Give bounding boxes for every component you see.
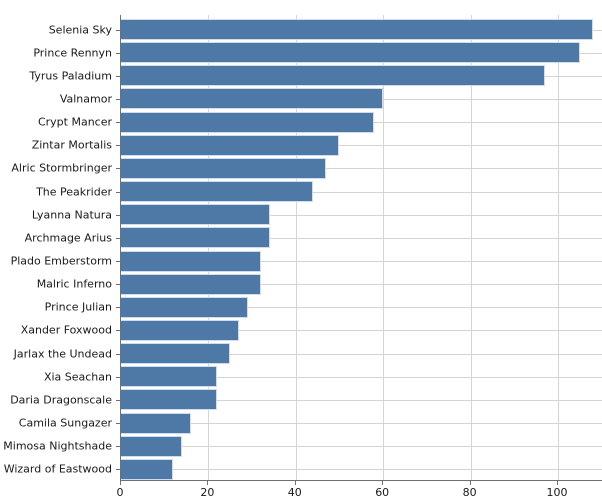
y-tick-label: Camila Sungazer xyxy=(18,416,112,430)
y-tick-label: Xia Seachan xyxy=(43,370,112,384)
x-tick-mark xyxy=(207,481,209,485)
y-tick-mark xyxy=(116,237,120,239)
y-tick-label: Lyanna Natura xyxy=(31,208,112,222)
y-gridline xyxy=(121,423,602,425)
y-tick-label: Xander Foxwood xyxy=(20,323,112,337)
bar-alric-stormbringer xyxy=(121,157,327,179)
bar-wizard-of-eastwood xyxy=(121,458,174,480)
y-tick-label: Malric Inferno xyxy=(36,277,112,291)
y-tick-label: Prince Rennyn xyxy=(33,46,112,60)
y-tick-label: Jarlax the Undead xyxy=(13,347,112,361)
bar-xia-seachan xyxy=(121,366,218,388)
x-gridline xyxy=(383,15,385,480)
x-tick-label: 0 xyxy=(116,486,124,499)
y-tick-label: Valnamor xyxy=(59,92,112,106)
x-tick-label: 100 xyxy=(546,486,568,499)
bar-prince-rennyn xyxy=(121,42,580,64)
x-tick-mark xyxy=(469,481,471,485)
y-gridline xyxy=(121,399,602,401)
y-tick-mark xyxy=(116,423,120,425)
y-tick-label: Archmage Arius xyxy=(24,231,112,245)
y-gridline xyxy=(121,168,602,170)
y-tick-mark xyxy=(116,168,120,170)
bar-the-peakrider xyxy=(121,181,314,203)
y-tick-label: The Peakrider xyxy=(36,185,112,199)
bar-tyrus-paladium xyxy=(121,65,545,87)
bar-malric-inferno xyxy=(121,273,261,295)
plot-area xyxy=(120,15,602,481)
y-gridline xyxy=(121,376,602,378)
y-tick-mark xyxy=(116,376,120,378)
y-tick-label: Prince Julian xyxy=(44,300,112,314)
y-tick-label: Selenia Sky xyxy=(48,23,112,36)
y-tick-mark xyxy=(116,469,120,471)
y-tick-mark xyxy=(116,330,120,332)
bar-jarlax-the-undead xyxy=(121,343,231,365)
bar-selenia-sky xyxy=(121,19,593,40)
y-tick-mark xyxy=(116,75,120,77)
y-tick-mark xyxy=(116,353,120,355)
y-gridline xyxy=(121,145,602,147)
y-tick-label: Crypt Mancer xyxy=(37,115,112,129)
y-gridline xyxy=(121,237,602,239)
bar-prince-julian xyxy=(121,296,248,318)
y-tick-label: Zintar Mortalis xyxy=(31,138,112,152)
y-tick-mark xyxy=(116,29,120,31)
x-tick-label: 60 xyxy=(375,486,390,499)
y-tick-mark xyxy=(116,214,120,216)
bar-mimosa-nightshade xyxy=(121,435,183,457)
y-gridline xyxy=(121,261,602,262)
y-tick-mark xyxy=(116,98,120,100)
bar-valnamor xyxy=(121,88,384,110)
y-tick-mark xyxy=(116,399,120,401)
y-tick-label: Wizard of Eastwood xyxy=(3,462,112,476)
y-tick-label: Plado Emberstorm xyxy=(10,254,112,268)
x-tick-mark xyxy=(556,481,558,485)
y-gridline xyxy=(121,284,602,286)
y-gridline xyxy=(121,307,602,309)
y-tick-mark xyxy=(116,307,120,309)
y-tick-mark xyxy=(116,284,120,286)
y-tick-label: Mimosa Nightshade xyxy=(3,439,112,453)
y-tick-mark xyxy=(116,122,120,124)
y-tick-mark xyxy=(116,446,120,448)
bar-archmage-arius xyxy=(121,227,270,249)
y-gridline xyxy=(121,191,602,193)
y-tick-mark xyxy=(116,52,120,54)
x-tick-mark xyxy=(294,481,296,485)
x-tick-mark xyxy=(120,481,121,485)
bar-plado-emberstorm xyxy=(121,250,261,272)
x-tick-label: 40 xyxy=(287,486,302,499)
y-tick-label: Alric Stormbringer xyxy=(11,161,112,175)
y-gridline xyxy=(121,353,602,355)
y-tick-label: Tyrus Paladium xyxy=(29,69,112,83)
bar-crypt-mancer xyxy=(121,111,375,133)
x-gridline xyxy=(557,15,559,480)
y-gridline xyxy=(121,330,602,332)
y-tick-mark xyxy=(116,261,120,262)
bar-camila-sungazer xyxy=(121,412,191,434)
y-tick-mark xyxy=(116,191,120,193)
bar-xander-foxwood xyxy=(121,319,239,341)
x-gridline xyxy=(470,15,472,480)
x-gridline xyxy=(295,15,297,480)
y-tick-mark xyxy=(116,145,120,147)
x-tick-label: 20 xyxy=(200,486,215,499)
y-gridline xyxy=(121,214,602,216)
bar-daria-dragonscale xyxy=(121,389,218,411)
x-tick-label: 80 xyxy=(462,486,477,499)
y-tick-label: Daria Dragonscale xyxy=(10,393,112,407)
y-gridline xyxy=(121,469,602,471)
bar-lyanna-natura xyxy=(121,204,270,226)
bar-zintar-mortalis xyxy=(121,134,340,156)
y-gridline xyxy=(121,446,602,448)
x-tick-mark xyxy=(382,481,384,485)
